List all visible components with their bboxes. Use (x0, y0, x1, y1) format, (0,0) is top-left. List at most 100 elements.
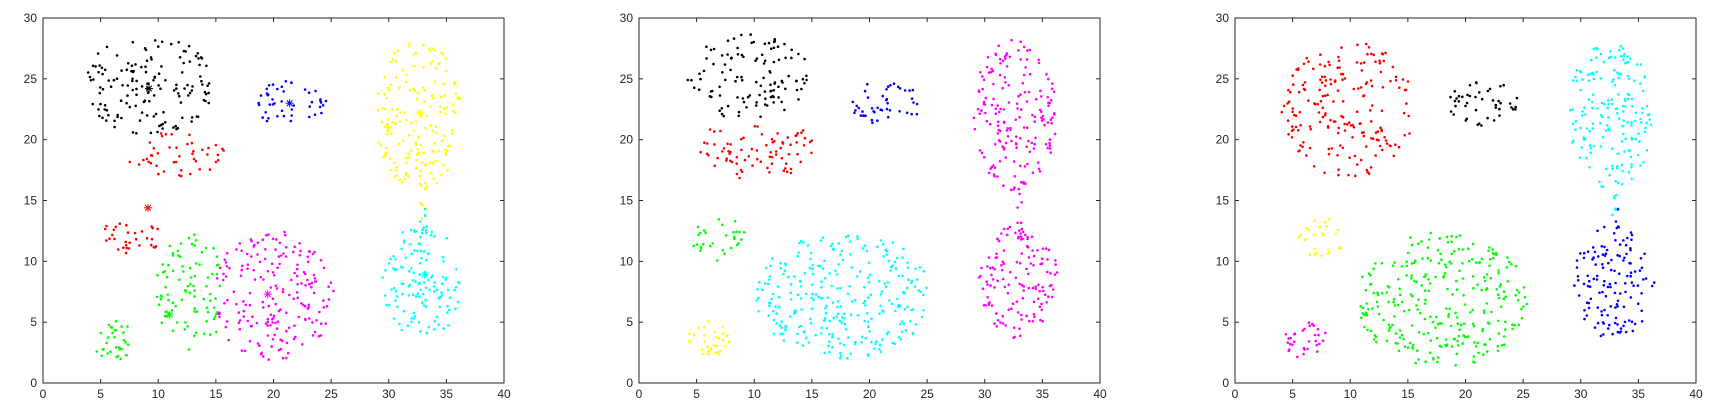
data-point (1047, 248, 1051, 252)
data-point (1588, 285, 1592, 289)
data-point (902, 322, 906, 326)
data-point (1011, 302, 1015, 306)
data-point (797, 325, 801, 329)
data-point (105, 45, 109, 49)
data-point (456, 300, 460, 304)
data-point (1639, 63, 1642, 66)
data-point (1520, 307, 1523, 311)
data-point (281, 290, 285, 294)
data-point (1006, 127, 1009, 130)
data-point (100, 354, 104, 358)
data-point (1450, 240, 1453, 244)
data-point (168, 146, 171, 149)
data-point (1640, 292, 1643, 295)
data-point (119, 99, 123, 102)
data-point (769, 47, 773, 50)
data-point (763, 42, 767, 45)
data-point (1407, 114, 1410, 118)
data-point (1019, 235, 1023, 238)
data-point (1449, 324, 1453, 328)
data-point (275, 287, 279, 290)
data-point (792, 275, 796, 278)
data-point (712, 344, 716, 347)
data-point (1584, 113, 1587, 116)
data-point (867, 281, 871, 284)
data-point (1361, 312, 1364, 315)
data-point (1491, 99, 1495, 102)
data-point (1502, 335, 1506, 338)
x-tick-label: 25 (324, 387, 338, 401)
data-point (271, 297, 275, 301)
data-point (800, 87, 803, 91)
data-point (1333, 80, 1337, 83)
data-point (759, 84, 763, 88)
data-point (1363, 313, 1366, 317)
data-point (860, 341, 863, 344)
data-point (1482, 309, 1486, 313)
data-point (809, 257, 812, 261)
data-point (863, 285, 866, 289)
data-point (866, 325, 870, 328)
data-point (1389, 79, 1392, 83)
data-point (394, 289, 398, 293)
data-point (156, 227, 159, 231)
data-point (287, 326, 291, 330)
data-point (1005, 129, 1009, 132)
data-point (156, 273, 159, 277)
data-point (1506, 256, 1509, 259)
data-point (1498, 285, 1502, 288)
data-point (394, 60, 398, 63)
data-point (433, 281, 436, 284)
data-point (1000, 263, 1003, 267)
data-point (302, 303, 305, 307)
data-point (898, 110, 901, 113)
data-point (327, 285, 330, 289)
data-point (384, 269, 387, 272)
data-point (879, 293, 883, 296)
data-point (277, 255, 281, 258)
data-point (125, 101, 128, 105)
data-point (131, 40, 135, 44)
data-point (218, 315, 221, 319)
data-point (181, 116, 184, 120)
centroid-marker (145, 84, 154, 93)
data-point (763, 90, 767, 93)
data-point (1456, 339, 1459, 343)
data-point (828, 319, 831, 323)
data-point (404, 173, 408, 177)
data-point (196, 52, 200, 55)
data-point (1377, 139, 1380, 142)
data-point (142, 158, 145, 162)
data-point (784, 167, 787, 170)
data-point (746, 95, 750, 99)
data-point (131, 131, 135, 134)
data-point (188, 266, 192, 270)
data-point (308, 250, 312, 254)
data-point (120, 325, 123, 328)
data-point (820, 280, 823, 284)
data-point (797, 98, 800, 101)
data-point (998, 160, 1002, 163)
data-point (1620, 182, 1624, 186)
data-point (1022, 73, 1026, 77)
data-point (1622, 305, 1626, 309)
data-point (293, 335, 297, 339)
data-point (1626, 55, 1629, 58)
data-point (1013, 335, 1016, 339)
data-point (1372, 53, 1375, 57)
x-tick-label: 10 (1344, 387, 1358, 401)
data-point (1447, 313, 1450, 316)
data-point (421, 43, 425, 47)
data-point (846, 292, 850, 296)
data-point (782, 339, 786, 342)
data-point (993, 166, 997, 170)
data-point (1392, 300, 1395, 304)
data-point (851, 100, 855, 104)
data-point (435, 181, 439, 185)
data-point (769, 95, 773, 99)
data-point (1610, 55, 1613, 59)
data-point (159, 297, 163, 301)
data-point (1617, 76, 1620, 80)
data-point (805, 78, 808, 82)
